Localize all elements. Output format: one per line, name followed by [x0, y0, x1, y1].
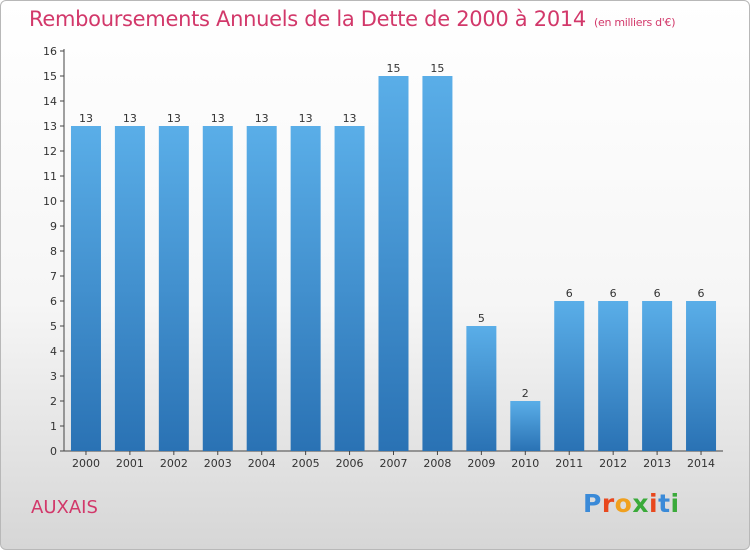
- y-tick-label: 0: [50, 445, 57, 458]
- y-tick-label: 2: [50, 395, 57, 408]
- y-tick-label: 8: [50, 245, 57, 258]
- bar: [246, 126, 277, 451]
- bar: [158, 126, 189, 451]
- x-tick-label: 2001: [116, 457, 144, 470]
- x-tick-label: 2011: [555, 457, 583, 470]
- x-tick-label: 2014: [687, 457, 715, 470]
- x-tick-label: 2005: [292, 457, 320, 470]
- data-label: 13: [123, 112, 137, 125]
- logo-letter: x: [632, 489, 649, 518]
- y-tick-label: 16: [43, 45, 57, 58]
- bar: [466, 326, 497, 451]
- x-tick-label: 2012: [599, 457, 627, 470]
- y-tick-label: 7: [50, 270, 57, 283]
- data-label: 6: [610, 287, 617, 300]
- bar: [202, 126, 233, 451]
- y-tick-label: 3: [50, 370, 57, 383]
- bar: [290, 126, 321, 451]
- x-tick-label: 2007: [380, 457, 408, 470]
- bar: [114, 126, 145, 451]
- data-label: 13: [167, 112, 181, 125]
- bar: [598, 301, 629, 451]
- bar: [510, 401, 541, 451]
- bar: [70, 126, 101, 451]
- logo-letter: P: [583, 489, 602, 518]
- data-label: 15: [387, 62, 401, 75]
- proxiti-logo: Proxiti: [583, 489, 680, 518]
- data-label: 15: [430, 62, 444, 75]
- y-tick-label: 10: [43, 195, 57, 208]
- bar: [334, 126, 365, 451]
- chart-title: Remboursements Annuels de la Dette de 20…: [29, 7, 675, 31]
- data-label: 2: [522, 387, 529, 400]
- y-tick-label: 6: [50, 295, 57, 308]
- y-tick-label: 12: [43, 145, 57, 158]
- chart-title-text: Remboursements Annuels de la Dette de 20…: [29, 7, 586, 31]
- bar: [686, 301, 717, 451]
- place-name: AUXAIS: [31, 497, 98, 518]
- y-tick-label: 1: [50, 420, 57, 433]
- logo-letter: o: [614, 489, 633, 518]
- y-tick-label: 13: [43, 120, 57, 133]
- data-label: 5: [478, 312, 485, 325]
- x-tick-label: 2006: [336, 457, 364, 470]
- y-tick-label: 14: [43, 95, 57, 108]
- x-tick-label: 2002: [160, 457, 188, 470]
- x-tick-label: 2000: [72, 457, 100, 470]
- data-label: 13: [211, 112, 225, 125]
- x-tick-label: 2004: [248, 457, 276, 470]
- data-label: 6: [698, 287, 705, 300]
- y-tick-label: 4: [50, 345, 57, 358]
- x-tick-label: 2009: [467, 457, 495, 470]
- logo-letter: r: [601, 489, 615, 518]
- bar: [422, 76, 453, 451]
- data-label: 13: [255, 112, 269, 125]
- logo-letter: i: [649, 489, 659, 518]
- x-tick-label: 2008: [423, 457, 451, 470]
- data-label: 13: [343, 112, 357, 125]
- x-tick-label: 2003: [204, 457, 232, 470]
- bar: [554, 301, 585, 451]
- data-label: 6: [654, 287, 661, 300]
- y-tick-label: 15: [43, 70, 57, 83]
- bar: [378, 76, 409, 451]
- x-tick-label: 2013: [643, 457, 671, 470]
- logo-letter: t: [658, 489, 671, 518]
- data-label: 6: [566, 287, 573, 300]
- y-tick-label: 9: [50, 220, 57, 233]
- bar: [642, 301, 673, 451]
- y-tick-label: 5: [50, 320, 57, 333]
- y-tick-label: 11: [43, 170, 57, 183]
- x-tick-label: 2010: [511, 457, 539, 470]
- logo-letter: i: [670, 489, 680, 518]
- data-label: 13: [299, 112, 313, 125]
- chart-unit: (en milliers d'€): [594, 16, 676, 29]
- data-label: 13: [79, 112, 93, 125]
